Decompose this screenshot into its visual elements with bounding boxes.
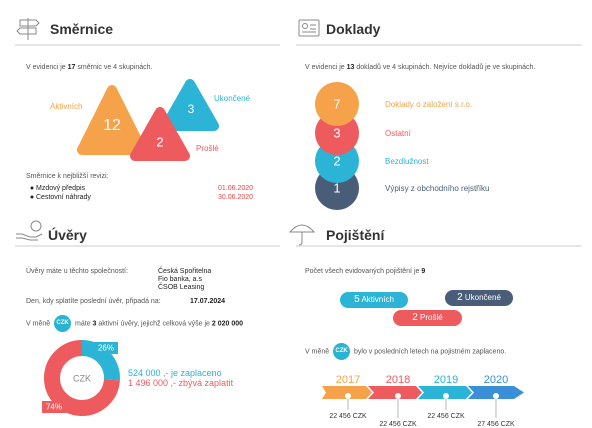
- bullet: [30, 195, 34, 199]
- companies-label: Úvěry máte u těchto společností:: [26, 268, 128, 275]
- document-icon: [298, 19, 320, 37]
- revision-date: 01.06.2020: [218, 185, 254, 192]
- circle-count: 2: [333, 153, 340, 168]
- status-label: Ukončené: [462, 293, 501, 302]
- umbrella-icon: [288, 224, 316, 246]
- last-date: 17.07.2024: [190, 298, 226, 305]
- status-label: Aktivních: [359, 295, 394, 304]
- triangle-chart: [77, 79, 219, 161]
- year: 2017: [335, 374, 361, 386]
- bullet: [30, 186, 34, 190]
- percent-label: 26%: [98, 344, 114, 353]
- circle-count: 3: [333, 125, 340, 140]
- company: ČSOB Leasing: [158, 284, 205, 291]
- triangle-count: 12: [103, 117, 121, 134]
- donut-center: CZK: [73, 373, 91, 383]
- section-title: Směrnice: [50, 21, 114, 37]
- status-count: 2: [412, 312, 418, 323]
- text-part: V měně: [26, 320, 53, 328]
- intro: V evidenci je 17 směrnic ve 4 skupinách.: [26, 63, 152, 72]
- group-label: Prošlé: [196, 144, 219, 153]
- text-part: 13: [346, 64, 355, 71]
- year: 2018: [385, 374, 411, 386]
- circle-count: 7: [333, 96, 340, 111]
- donut-segment: [44, 340, 120, 416]
- revision-name: Mzdový předpis: [36, 185, 86, 192]
- section-title: Pojištění: [326, 227, 385, 243]
- status-pill-text: 2 Prošlé: [393, 313, 462, 323]
- percent-label: 74%: [46, 403, 62, 412]
- triangle-active: [77, 85, 147, 155]
- paid: 524 000 ,- je zaplaceno: [128, 368, 222, 378]
- group-label: Ukončené: [214, 94, 251, 103]
- pill-ended: [445, 290, 513, 306]
- text-part: V evidenci je: [305, 64, 347, 71]
- section-title: Doklady: [326, 21, 381, 37]
- group-label: Aktivních: [50, 102, 83, 111]
- circle-count: 1: [333, 180, 340, 195]
- currency-badge: CZK: [333, 343, 351, 360]
- text-part: Počet všech evidovaných pojištění je: [305, 268, 422, 275]
- text-part: 9: [421, 268, 426, 275]
- status-pill-text: 2 Ukončené: [445, 293, 513, 303]
- text-part: V evidenci je: [26, 64, 68, 71]
- amount: 22 456 CZK: [329, 413, 367, 420]
- currency-badge: CZK: [54, 315, 72, 332]
- donut: [44, 340, 120, 416]
- pill-active: [340, 292, 408, 308]
- text-part: 17: [67, 64, 76, 71]
- text-part: aktivní úvěry, jejichž celková výše je: [96, 320, 212, 328]
- text-part: 3: [92, 320, 97, 328]
- signpost-icon: [16, 18, 40, 40]
- text-part: dokladů ve 4 skupinách. Nejvíce dokladů …: [354, 64, 536, 71]
- currency-text: V měně CZK bylo v posledních letech na p…: [305, 343, 506, 360]
- pill-expired: [393, 310, 462, 326]
- group-label: Doklady o založení s.r.o.: [385, 100, 473, 109]
- amount: 22 456 CZK: [379, 421, 417, 428]
- summary: V měně CZK máte 3 aktivní úvěry, jejichž…: [26, 315, 243, 332]
- text-part: směrnic ve 4 skupinách.: [75, 64, 153, 71]
- text-part: V měně: [305, 348, 332, 356]
- section-title: Úvěry: [48, 227, 87, 243]
- donut-segment: [81, 340, 120, 381]
- timeline-segment: [468, 386, 524, 399]
- timeline-segment: [418, 386, 472, 399]
- group-label: Výpisy z obchodního rejstříku: [385, 184, 490, 193]
- amount: 27 456 CZK: [477, 421, 515, 428]
- count-text: Počet všech evidovaných pojištění je 9: [305, 267, 425, 276]
- company: Fio banka, a.s: [158, 276, 202, 283]
- timeline-segment: [368, 386, 422, 399]
- amount: 22 456 CZK: [427, 413, 465, 420]
- status-pill-text: 5 Aktivních: [340, 295, 408, 305]
- company: Česká Spořitelna: [158, 268, 212, 275]
- circle: [315, 82, 359, 126]
- text-part: 2 020 000: [211, 320, 244, 328]
- status-count: 2: [457, 292, 463, 303]
- timeline-dots: [345, 393, 499, 418]
- year: 2019: [433, 374, 459, 386]
- triangle-ended: [161, 79, 219, 131]
- revision-name: Cestovní náhrady: [36, 194, 91, 201]
- text-part: bylo v posledních letech na pojistném za…: [352, 348, 507, 356]
- loan-icon: [16, 220, 43, 241]
- status-count: 5: [354, 294, 360, 305]
- revision-title: Směrnice k nejbližší revizi:: [26, 173, 109, 180]
- triangle-expired: [130, 107, 190, 161]
- triangle-count: 2: [156, 134, 163, 149]
- remaining: 1 496 000 ,- zbývá zaplatit: [128, 378, 234, 388]
- year: 2020: [483, 374, 509, 386]
- revision-date: 30.06.2020: [218, 194, 254, 201]
- status-label: Prošlé: [417, 313, 443, 322]
- intro: V evidenci je 13 dokladů ve 4 skupinách.…: [305, 63, 535, 72]
- text-part: máte: [73, 320, 93, 328]
- group-label: Ostatní: [385, 129, 411, 138]
- last-label: Den, kdy splatíte poslední úvěr, připadá…: [26, 298, 161, 305]
- timeline-segment: [322, 386, 372, 399]
- group-label: Bezdlužnost: [385, 157, 429, 166]
- triangle-count: 3: [188, 102, 195, 116]
